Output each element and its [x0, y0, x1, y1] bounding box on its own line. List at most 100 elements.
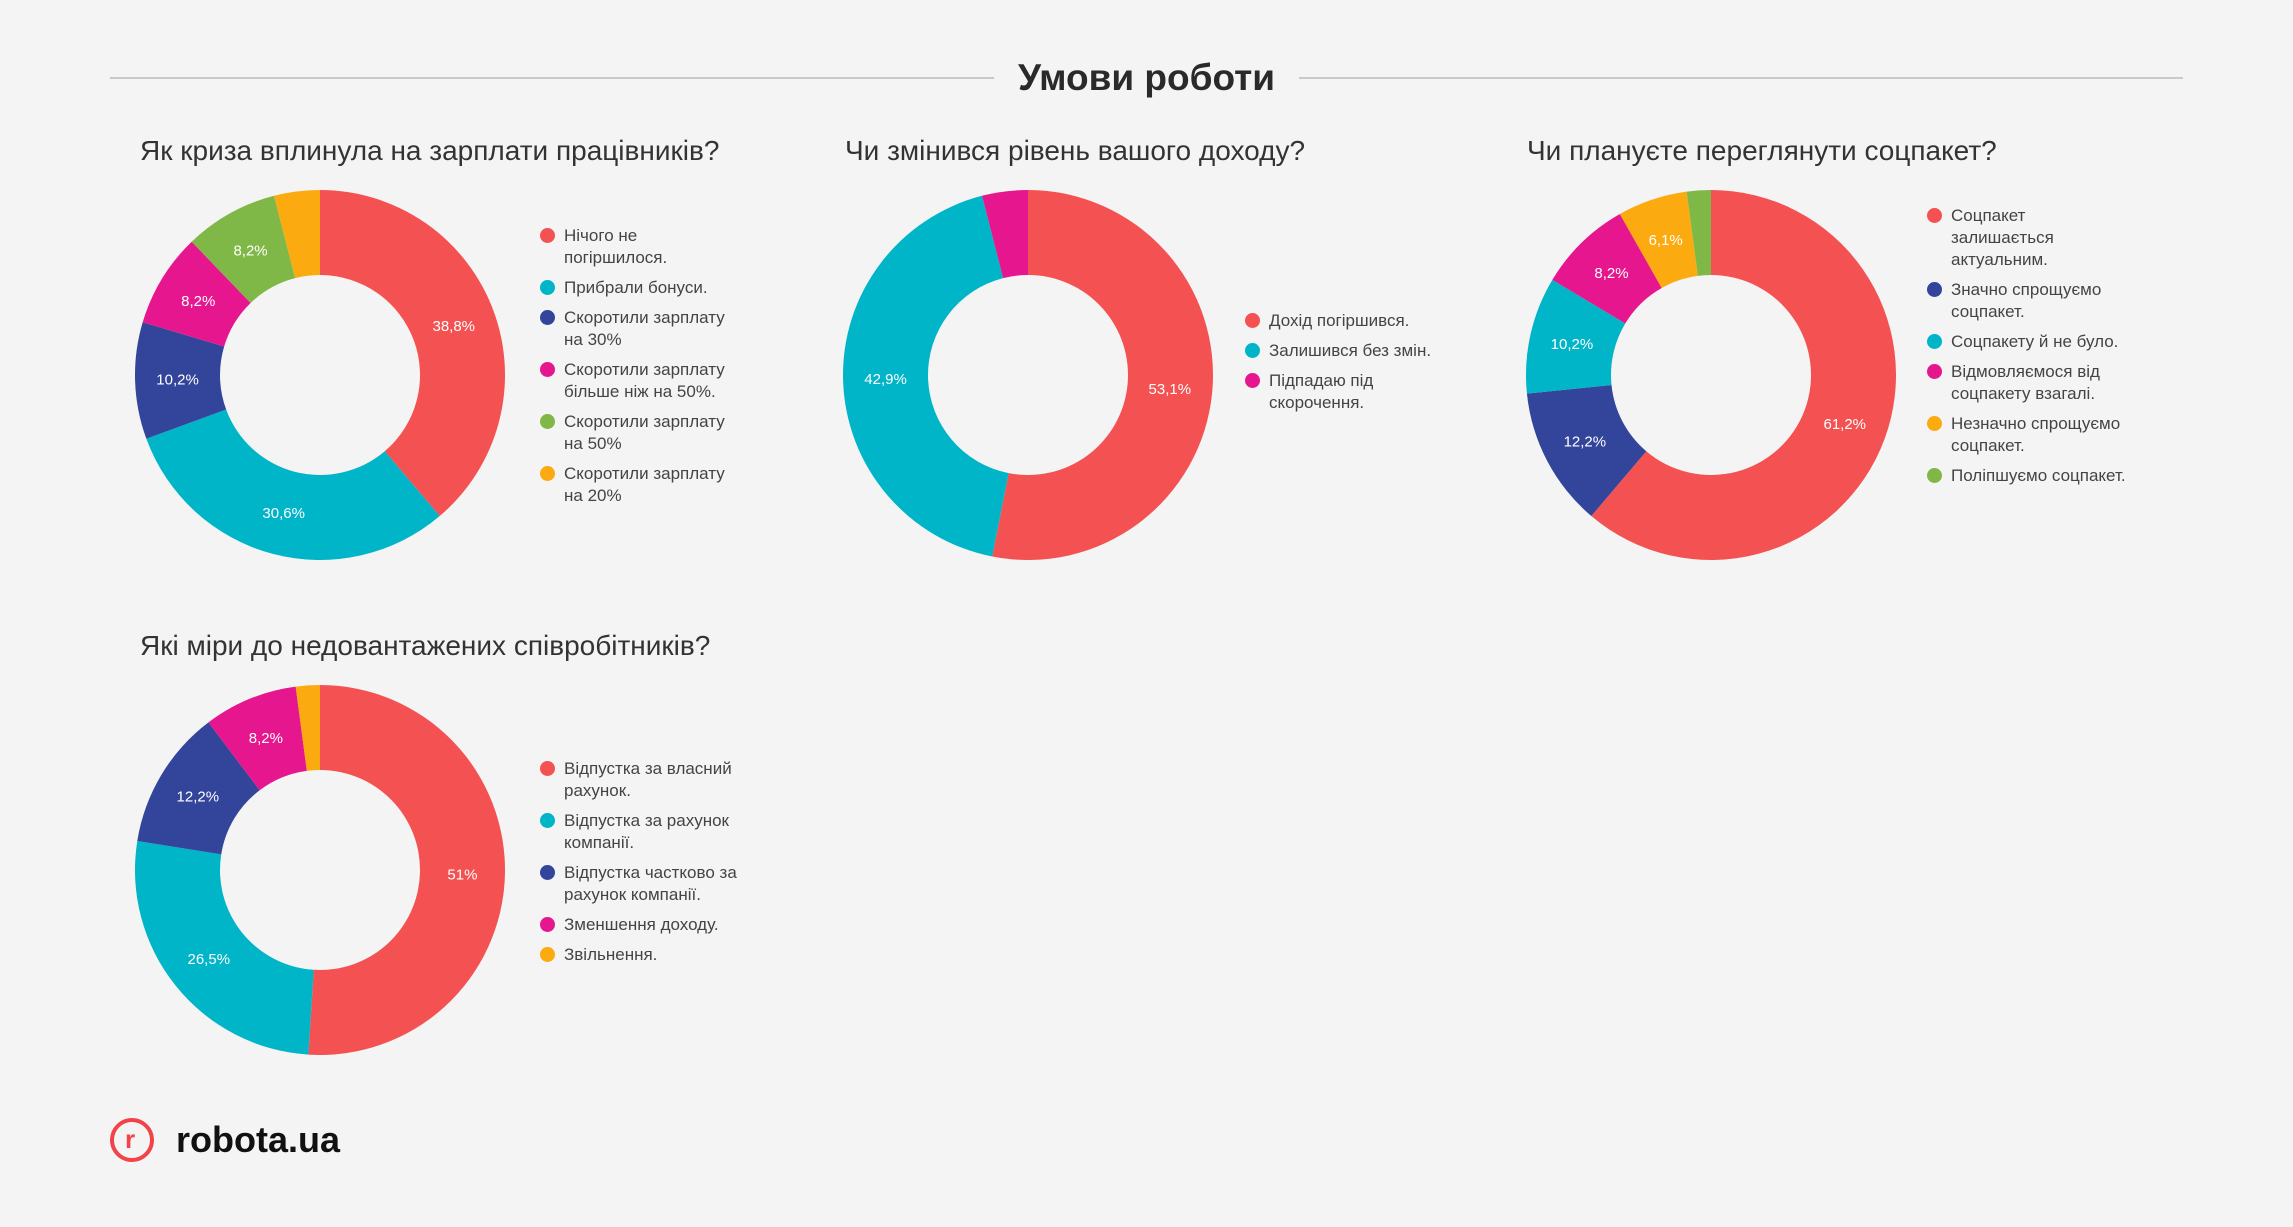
- legend-dot-icon: [540, 362, 555, 377]
- donut-chart: 61,2% 12,2% 10,2% 8,2% 6,1%: [1526, 190, 1896, 560]
- page-title: Умови роботи: [1017, 57, 1276, 98]
- slice-value-label: 10,2%: [1551, 336, 1594, 353]
- legend-dot-icon: [540, 280, 555, 295]
- legend-label: Відпустка за рахунок компанії.: [564, 811, 729, 852]
- donut-slice: [135, 322, 227, 439]
- slice-value-label: 8,2%: [181, 293, 215, 310]
- donut-slice: [191, 195, 296, 303]
- donut-slice: [208, 686, 307, 791]
- legend-dot-icon: [1245, 343, 1260, 358]
- legend-label: Соцпакет залишається актуальним.: [1951, 206, 2054, 269]
- logo-letter: r: [125, 1124, 136, 1154]
- legend-item: Зменшення доходу.: [540, 914, 740, 936]
- legend-item: Відпустка частково за рахунок компанії.: [540, 862, 740, 906]
- legend-dot-icon: [1927, 364, 1942, 379]
- legend-item: Звільнення.: [540, 944, 740, 966]
- chart-legend: Нічого не погіршилося. Прибрали бонуси. Ск…: [540, 225, 740, 515]
- header-divider-right: [1299, 77, 2183, 79]
- donut-slice: [1552, 214, 1662, 324]
- legend-item: Відмовляємося від соцпакету взагалі.: [1927, 361, 2127, 405]
- legend-item: Незначно спрощуємо соцпакет.: [1927, 413, 2127, 457]
- donut-chart: 38,8% 30,6% 10,2% 8,2% 8,2%: [135, 190, 505, 560]
- legend-label: Скоротили зарплату більше ніж на 50%.: [564, 360, 725, 401]
- legend-dot-icon: [540, 228, 555, 243]
- legend-label: Нічого не погіршилося.: [564, 226, 668, 267]
- legend-label: Відпустка частково за рахунок компанії.: [564, 863, 737, 904]
- legend-item: Відпустка за рахунок компанії.: [540, 810, 740, 854]
- legend-item: Скоротили зарплату на 30%: [540, 307, 740, 351]
- legend-item: Відпустка за власний рахунок.: [540, 758, 740, 802]
- robota-logo-icon: r: [110, 1118, 154, 1162]
- legend-label: Залишився без змін.: [1269, 341, 1432, 360]
- chart-title: Чи змінився рівень вашого доходу?: [845, 135, 1306, 166]
- legend-dot-icon: [540, 466, 555, 481]
- donut-slice: [1686, 190, 1711, 276]
- donut-slice: [842, 195, 1009, 557]
- slice-value-label: 10,2%: [156, 371, 199, 388]
- legend-label: Значно спрощуємо соцпакет.: [1951, 280, 2102, 321]
- donut-slice: [1591, 190, 1896, 560]
- legend-item: Скоротили зарплату більше ніж на 50%.: [540, 359, 740, 403]
- chart-legend: Соцпакет залишається актуальним. Значно с…: [1927, 205, 2127, 495]
- slice-value-label: 8,2%: [1594, 265, 1628, 282]
- legend-dot-icon: [1927, 208, 1942, 223]
- legend-dot-icon: [1927, 416, 1942, 431]
- donut-slice: [308, 685, 506, 1055]
- legend-item: Скоротили зарплату на 20%: [540, 463, 740, 507]
- legend-item: Підпадаю під скорочення.: [1245, 370, 1445, 414]
- legend-label: Скоротили зарплату на 30%: [564, 308, 725, 349]
- brand-name: robota.ua: [176, 1119, 341, 1160]
- legend-item: Нічого не погіршилося.: [540, 225, 740, 269]
- legend-label: Дохід погіршився.: [1269, 311, 1410, 330]
- slice-value-label: 42,9%: [864, 371, 907, 388]
- legend-dot-icon: [540, 813, 555, 828]
- donut-slice: [135, 841, 314, 1055]
- slice-value-label: 6,1%: [1649, 232, 1683, 249]
- chart-title: Чи плануєте переглянути соцпакет?: [1527, 135, 1997, 166]
- legend-item: Скоротили зарплату на 50%: [540, 411, 740, 455]
- legend-item: Дохід погіршився.: [1245, 310, 1445, 332]
- chart-legend: Відпустка за власний рахунок. Відпустка з…: [540, 758, 740, 974]
- slice-value-label: 8,2%: [249, 730, 283, 747]
- legend-dot-icon: [1927, 282, 1942, 297]
- legend-label: Скоротили зарплату на 50%: [564, 412, 725, 453]
- legend-item: Соцпакету й не було.: [1927, 331, 2127, 353]
- legend-dot-icon: [540, 414, 555, 429]
- donut-slice: [273, 190, 320, 279]
- legend-dot-icon: [1245, 313, 1260, 328]
- footer-brand: r robota.ua: [110, 1118, 340, 1162]
- donut-chart: 53,1% 42,9%: [842, 190, 1213, 560]
- legend-label: Соцпакету й не було.: [1951, 332, 2119, 351]
- legend-item: Залишився без змін.: [1245, 340, 1445, 362]
- slice-value-label: 12,2%: [177, 789, 220, 806]
- donut-chart: 51% 26,5% 12,2% 8,2%: [135, 685, 506, 1055]
- legend-label: Незначно спрощуємо соцпакет.: [1951, 414, 2121, 455]
- donut-slice: [992, 190, 1213, 560]
- slice-value-label: 30,6%: [262, 505, 305, 522]
- donut-slice: [1526, 279, 1626, 394]
- slice-value-label: 8,2%: [233, 243, 267, 260]
- donut-slice: [295, 685, 320, 771]
- legend-label: Зменшення доходу.: [564, 915, 719, 934]
- legend-item: Поліпшуємо соцпакет.: [1927, 465, 2127, 487]
- slice-value-label: 53,1%: [1149, 381, 1192, 398]
- donut-slice: [146, 409, 440, 560]
- slice-value-label: 12,2%: [1564, 433, 1607, 450]
- legend-label: Звільнення.: [564, 945, 658, 964]
- chart-title: Як криза вплинула на зарплати працівникі…: [140, 135, 720, 166]
- donut-slice: [981, 190, 1028, 279]
- legend-dot-icon: [540, 761, 555, 776]
- legend-label: Скоротили зарплату на 20%: [564, 464, 725, 505]
- legend-item: Соцпакет залишається актуальним.: [1927, 205, 2127, 271]
- header-divider-left: [110, 77, 994, 79]
- legend-dot-icon: [540, 865, 555, 880]
- donut-slice: [137, 722, 260, 855]
- donut-slice: [320, 190, 505, 517]
- legend-dot-icon: [1245, 373, 1260, 388]
- legend-dot-icon: [1927, 468, 1942, 483]
- legend-dot-icon: [540, 947, 555, 962]
- chart-legend: Дохід погіршився. Залишився без змін. Підп…: [1245, 310, 1445, 422]
- donut-slice: [1619, 191, 1698, 288]
- legend-label: Відпустка за власний рахунок.: [564, 759, 732, 800]
- chart-title: Які міри до недовантажених співробітникі…: [140, 630, 711, 661]
